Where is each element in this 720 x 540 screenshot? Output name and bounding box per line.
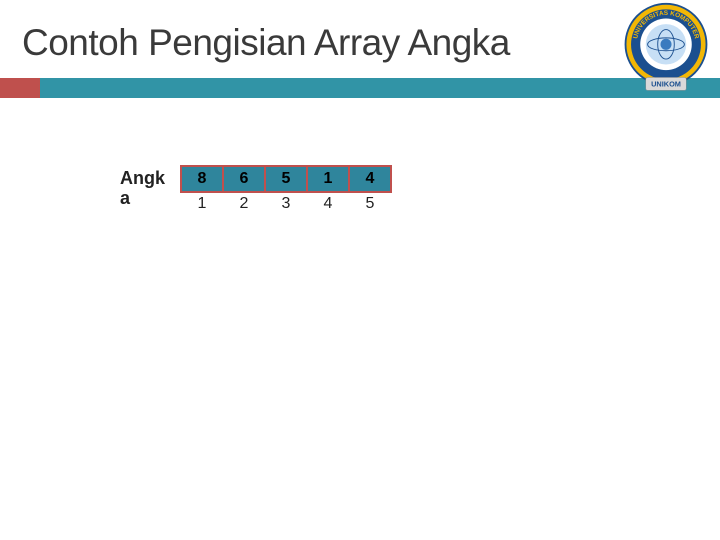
array-illustration: Angka 8 6 5 1 4 1 2 3 4 5 bbox=[120, 165, 390, 213]
array-label: Angka bbox=[120, 165, 180, 209]
array-cell: 8 bbox=[180, 165, 224, 193]
divider-bar bbox=[40, 78, 720, 98]
array-cell: 1 bbox=[306, 165, 350, 193]
array-index: 3 bbox=[264, 195, 308, 213]
svg-text:UNIKOM: UNIKOM bbox=[651, 80, 681, 89]
title-divider bbox=[0, 78, 720, 98]
array-cell: 6 bbox=[222, 165, 266, 193]
array-index: 2 bbox=[222, 195, 266, 213]
array-index-row: 1 2 3 4 5 bbox=[180, 195, 390, 213]
array-cell: 5 bbox=[264, 165, 308, 193]
slide-title: Contoh Pengisian Array Angka bbox=[22, 22, 510, 64]
divider-accent bbox=[0, 78, 40, 98]
array-value-row: 8 6 5 1 4 bbox=[180, 165, 390, 193]
array-cell: 4 bbox=[348, 165, 392, 193]
array-index: 1 bbox=[180, 195, 224, 213]
university-logo: UNIVERSITAS KOMPUTER UNIKOM bbox=[620, 2, 712, 94]
array-cells-container: 8 6 5 1 4 1 2 3 4 5 bbox=[180, 165, 390, 213]
array-index: 4 bbox=[306, 195, 350, 213]
array-index: 5 bbox=[348, 195, 392, 213]
